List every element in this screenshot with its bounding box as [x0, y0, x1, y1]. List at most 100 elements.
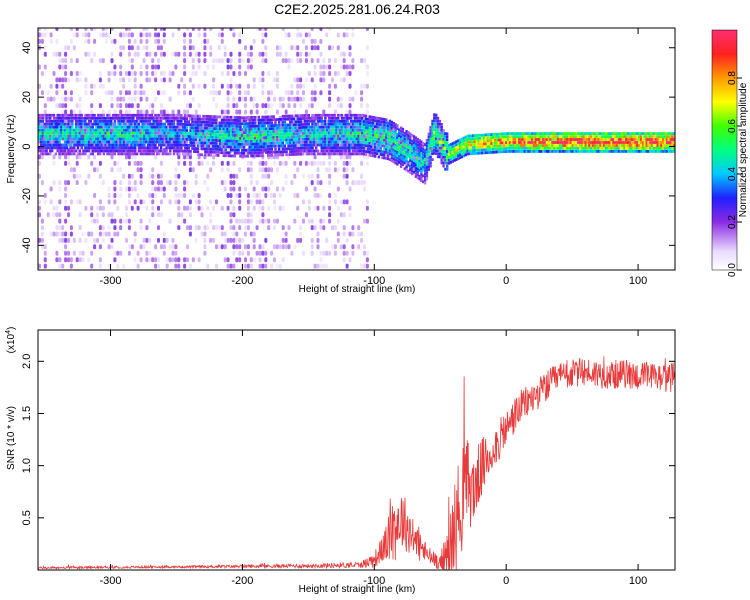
noise-cell: [290, 250, 294, 256]
ridge-cell: [39, 137, 43, 141]
ridge-cell: [60, 122, 63, 126]
ridge-cell: [444, 132, 447, 135]
noise-cell: [139, 244, 143, 250]
ridge-cell: [353, 119, 357, 123]
ridge-cell: [141, 137, 144, 141]
ridge-cell: [411, 142, 414, 146]
ridge-cell: [82, 116, 85, 120]
ridge-cell: [56, 131, 59, 135]
ridge-cell: [398, 128, 401, 132]
noise-cell: [55, 225, 59, 231]
ridge-cell: [333, 146, 336, 150]
ridge-cell: [353, 149, 357, 153]
ridge-cell: [457, 154, 460, 157]
noise-cell: [249, 257, 253, 263]
ridge-cell: [185, 135, 189, 138]
ridge-cell: [108, 122, 111, 126]
ridge-cell: [529, 141, 532, 144]
ridge-cell: [146, 152, 150, 156]
ridge-cell: [315, 140, 318, 144]
ridge-cell: [549, 138, 552, 141]
ridge-cell: [43, 134, 46, 138]
ridge-cell: [435, 140, 438, 144]
noise-cell: [275, 263, 279, 269]
noise-cell: [244, 257, 247, 263]
ridge-cell: [213, 127, 216, 130]
ridge-cell: [69, 137, 72, 141]
ridge-cell: [543, 132, 547, 135]
ridge-cell: [351, 146, 355, 150]
noise-cell: [229, 218, 233, 224]
ridge-cell: [394, 140, 397, 144]
noise-cell: [229, 186, 233, 192]
noise-cell: [191, 96, 195, 102]
noise-cell: [293, 160, 297, 166]
ridge-cell: [575, 135, 578, 138]
ridge-cell: [292, 138, 296, 141]
ridge-cell: [132, 143, 135, 147]
ridge-cell: [372, 116, 375, 119]
ridge-cell: [222, 139, 225, 143]
noise-cell: [43, 244, 47, 250]
ridge-cell: [558, 138, 562, 141]
ridge-cell: [372, 124, 375, 128]
ridge-cell: [422, 144, 425, 148]
noise-cell: [145, 28, 149, 31]
ridge-cell: [102, 137, 105, 141]
noise-cell: [232, 103, 236, 109]
ridge-cell: [161, 140, 165, 144]
ridge-cell: [41, 146, 45, 150]
noise-cell: [209, 51, 213, 57]
noise-cell: [168, 77, 172, 83]
ridge-cell: [327, 128, 331, 132]
ridge-cell: [440, 143, 443, 147]
noise-cell: [191, 257, 195, 263]
ridge-cell: [121, 122, 124, 126]
noise-cell: [151, 109, 155, 115]
ridge-cell: [254, 121, 257, 125]
noise-cell: [64, 231, 68, 237]
ridge-cell: [124, 152, 128, 156]
noise-cell: [296, 58, 300, 64]
ridge-cell: [82, 134, 85, 138]
noise-cell: [84, 83, 88, 89]
ridge-cell: [89, 128, 93, 132]
ridge-cell: [567, 147, 571, 150]
ridge-cell: [335, 143, 338, 147]
ridge-cell: [429, 138, 432, 141]
noise-cell: [151, 167, 155, 173]
noise-cell: [229, 28, 233, 31]
noise-cell: [203, 231, 207, 237]
ridge-cell: [427, 138, 430, 142]
ridge-cell: [436, 143, 440, 147]
noise-cell: [249, 173, 253, 179]
ridge-cell: [573, 144, 576, 147]
noise-cell: [186, 244, 189, 250]
ridge-cell: [276, 141, 279, 145]
noise-cell: [249, 45, 253, 51]
ridge-cell: [363, 123, 366, 126]
ridge-cell: [315, 134, 318, 138]
ridge-cell: [435, 116, 438, 120]
ridge-cell: [224, 142, 227, 146]
ridge-cell: [69, 125, 72, 129]
ridge-cell: [577, 138, 580, 141]
noise-cell: [223, 257, 227, 263]
ridge-cell: [111, 113, 115, 117]
noise-cell: [151, 212, 155, 218]
noise-cell: [261, 199, 265, 205]
ridge-cell: [239, 131, 242, 134]
ridge-cell: [342, 119, 346, 123]
ridge-cell: [471, 152, 475, 155]
ridge-cell: [582, 141, 586, 144]
ridge-cell: [263, 127, 266, 131]
noise-cell: [246, 263, 250, 269]
ridge-cell: [348, 146, 351, 150]
ridge-cell: [394, 132, 397, 135]
ridge-cell: [331, 116, 334, 120]
ridge-cell: [111, 140, 115, 144]
ridge-cell: [117, 140, 120, 144]
ridge-cell: [41, 131, 45, 135]
ridge-cell: [416, 164, 419, 168]
ridge-cell: [135, 113, 139, 117]
